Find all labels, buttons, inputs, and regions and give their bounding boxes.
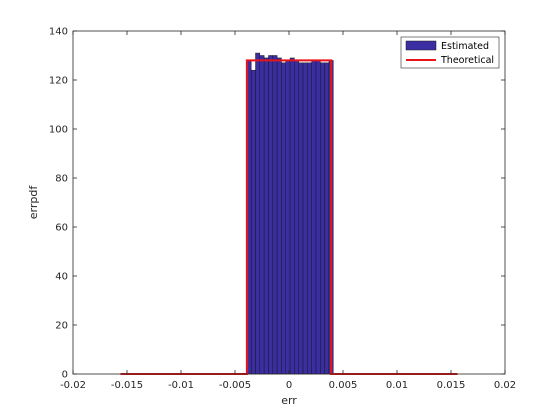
histogram-bar: [311, 60, 317, 375]
x-axis-label: err: [281, 394, 297, 407]
x-tick-label: 0: [286, 380, 292, 391]
y-tick-label: 80: [55, 174, 68, 185]
y-tick-label: 40: [55, 272, 68, 283]
histogram-bar: [302, 62, 308, 375]
histogram-bar: [263, 57, 269, 375]
x-tick-label: -0.02: [60, 380, 86, 391]
histogram-bars: [246, 52, 334, 375]
legend-swatch-estimated: [405, 40, 437, 51]
x-tick-label: 0.005: [329, 380, 358, 391]
y-tick-label: 60: [55, 223, 68, 234]
y-tick-label: 0: [62, 370, 68, 381]
y-tick-label: 140: [49, 27, 68, 38]
legend-label-theoretical: Theoretical: [440, 55, 494, 66]
histogram-bar: [298, 62, 304, 375]
histogram-bar: [315, 60, 321, 375]
legend-label-estimated: Estimated: [441, 41, 489, 52]
y-tick-label: 20: [55, 321, 68, 332]
histogram-bar: [250, 69, 256, 375]
x-tick-label: 0.015: [437, 380, 466, 391]
histogram-bar: [272, 55, 278, 375]
histogram-bar: [255, 52, 261, 375]
histogram-bar: [285, 60, 291, 375]
histogram-bar: [294, 60, 299, 375]
x-tick-label: -0.01: [168, 380, 194, 391]
histogram-bar: [324, 62, 330, 375]
x-tick-label: -0.005: [219, 380, 251, 391]
y-tick-label: 120: [49, 76, 68, 87]
histogram-bar: [268, 55, 274, 375]
tick-marks: [72, 30, 506, 375]
x-tick-label: 0.02: [494, 380, 516, 391]
x-tick-labels: -0.02 -0.015 -0.01 -0.005 0 0.005 0.01 0.015 0.0…: [60, 380, 516, 391]
x-tick-label: 0.01: [386, 380, 408, 391]
y-tick-labels: 0 20 40 60 80 100 120 140: [49, 27, 68, 381]
legend: Estimated Theoretical: [400, 36, 500, 69]
histogram-bar: [307, 62, 312, 375]
y-axis-label: errpdf: [27, 185, 40, 220]
histogram-bar: [276, 57, 282, 375]
histogram-bar: [259, 55, 265, 375]
x-tick-label: -0.015: [111, 380, 143, 391]
histogram-bar: [320, 62, 325, 375]
histogram-bar: [289, 57, 295, 375]
y-tick-label: 100: [49, 125, 68, 136]
histogram-bar: [281, 62, 287, 375]
